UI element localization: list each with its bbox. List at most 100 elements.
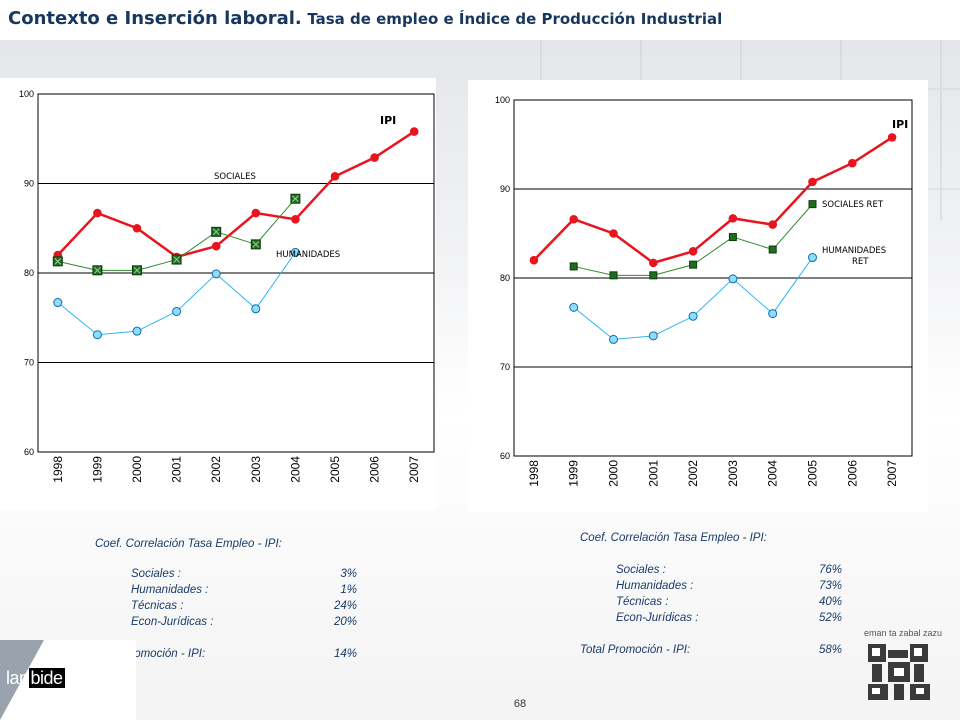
y-tick-label: 90 — [24, 179, 34, 189]
page-title: Contexto e Inserción laboral. Tasa de em… — [8, 8, 722, 29]
stats-total-value: 58% — [818, 644, 842, 656]
stats-value: 76% — [818, 564, 842, 576]
series-label: SOCIALES — [214, 172, 256, 182]
data-point — [808, 200, 817, 209]
data-point — [649, 258, 658, 268]
series-line — [533, 136, 893, 265]
stats-heading: Coef. Correlación Tasa Empleo - IPI: — [580, 532, 767, 544]
y-tick-label: 70 — [500, 362, 510, 372]
right-correlation-stats: Coef. Correlación Tasa Empleo - IPI: Soc… — [580, 532, 850, 662]
stats-value: 1% — [340, 584, 357, 596]
x-tick-label: 2007 — [407, 456, 421, 483]
data-point — [728, 214, 738, 223]
stats-label: Técnicas : — [616, 596, 669, 608]
y-tick-label: 80 — [24, 268, 34, 278]
data-point-mark — [173, 256, 180, 263]
university-seal: eman ta zabal zazu — [858, 628, 948, 708]
y-tick-label: 100 — [19, 89, 34, 99]
x-tick-label: 2002 — [686, 460, 700, 487]
data-point — [688, 247, 698, 256]
chart-right: 60 70 80 90 100 1998 1999 2000 2001 2002 2003 2004 2… — [495, 95, 913, 487]
x-tick-label: 2004 — [288, 456, 302, 483]
data-point — [53, 298, 63, 308]
data-point — [808, 177, 817, 187]
data-point-mark — [94, 266, 101, 274]
stats-label: Humanidades : — [131, 584, 209, 596]
data-point — [768, 220, 778, 229]
data-point — [648, 331, 658, 341]
x-tick-label: 2005 — [328, 456, 342, 483]
stats-label: Econ-Jurídicas : — [616, 612, 699, 624]
y-tick-label: 100 — [495, 95, 510, 105]
data-point — [609, 271, 618, 280]
data-point — [132, 326, 142, 336]
stats-label: Técnicas : — [131, 600, 184, 612]
data-point — [92, 330, 102, 340]
stats-total-label: Total Promoción - IPI: — [580, 644, 691, 656]
data-point — [529, 255, 539, 265]
title-main: Contexto e Inserción laboral. — [8, 8, 302, 29]
stats-heading: Coef. Correlación Tasa Empleo - IPI: — [95, 538, 282, 550]
series-label: HUMANIDADES RET — [822, 246, 886, 267]
x-tick-label: 2006 — [368, 456, 382, 483]
data-point — [688, 311, 698, 321]
data-point — [569, 302, 579, 312]
y-tick-label: 90 — [500, 184, 510, 194]
x-tick-label: 2003 — [726, 460, 740, 487]
lanbide-logo: lan bide — [0, 640, 136, 720]
y-tick-label: 60 — [500, 451, 510, 461]
data-point — [251, 304, 261, 314]
data-point-mark — [292, 195, 299, 203]
stats-value: 73% — [818, 580, 842, 592]
series-label: HUMANIDADES — [276, 250, 340, 260]
series-line — [56, 130, 415, 259]
stats-value: 40% — [818, 596, 842, 608]
data-point — [768, 245, 777, 254]
data-point — [728, 233, 737, 242]
data-point-mark — [54, 258, 62, 265]
series-label: IPI — [892, 118, 908, 131]
data-point — [132, 223, 142, 233]
x-tick-label: 2001 — [646, 460, 660, 487]
x-tick-label: 2005 — [806, 460, 820, 487]
data-point — [93, 208, 102, 218]
title-sub: Tasa de empleo e Índice de Producción In… — [307, 10, 723, 28]
data-point — [768, 309, 778, 319]
data-point — [609, 229, 618, 238]
seal-icon — [868, 644, 930, 700]
data-point — [848, 158, 857, 168]
data-point — [649, 271, 658, 280]
x-tick-label: 2000 — [607, 460, 621, 487]
stats-label: Econ-Jurídicas : — [131, 616, 214, 628]
chart-panel-right: 60 70 80 90 100 1998 1999 2000 2001 2002 2003 2004 2… — [468, 80, 928, 512]
x-tick-label: 1998 — [527, 460, 541, 487]
stats-label: Humanidades : — [616, 580, 694, 592]
data-point — [609, 334, 618, 344]
x-tick-label: 2007 — [885, 460, 899, 487]
data-point-mark — [133, 266, 141, 274]
x-tick-label: 2001 — [170, 456, 184, 483]
data-point — [808, 253, 817, 263]
series-label: SOCIALES RET — [822, 200, 884, 210]
data-point-mark — [252, 241, 260, 248]
data-point-mark — [212, 228, 220, 236]
page-number: 68 — [513, 698, 527, 710]
stats-value: 20% — [333, 616, 357, 628]
data-point — [172, 306, 182, 316]
data-point — [211, 241, 221, 251]
x-tick-label: 2004 — [766, 460, 780, 487]
stats-value: 24% — [333, 600, 357, 612]
stats-label: Sociales : — [131, 568, 181, 580]
data-point — [569, 214, 578, 224]
y-tick-label: 60 — [24, 447, 34, 457]
chart-left: 60 70 80 90 100 1998 1999 2000 2001 2002 2003 2004 2… — [19, 89, 435, 483]
data-point — [569, 262, 578, 271]
stats-value: 3% — [340, 568, 357, 580]
data-point — [370, 153, 379, 162]
stats-total-value: 14% — [333, 648, 357, 660]
x-tick-label: 2003 — [249, 456, 263, 483]
stats-value: 52% — [818, 612, 842, 624]
data-point — [330, 172, 340, 181]
y-tick-label: 70 — [24, 358, 34, 368]
logo-prefix: lan — [6, 668, 29, 688]
